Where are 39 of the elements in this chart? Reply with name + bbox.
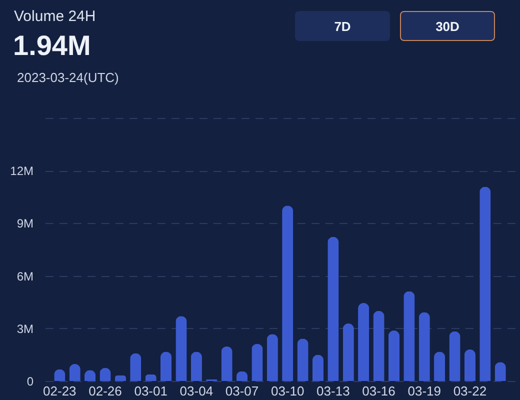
bar (297, 338, 308, 381)
bar (266, 334, 278, 381)
bar (221, 346, 232, 381)
bar (464, 349, 476, 381)
y-tick-label: 0 (26, 374, 34, 388)
y-tick-label: 12M (10, 164, 34, 178)
x-tick-label: 03-16 (362, 384, 396, 398)
chart-title: Volume 24H (14, 8, 96, 25)
x-tick-label: 02-26 (88, 384, 122, 398)
x-tick-label: 03-07 (225, 384, 259, 398)
x-tick-label: 03-10 (270, 384, 304, 398)
bar (404, 291, 415, 381)
x-tick-label: 03-13 (316, 384, 350, 398)
x-tick-label: 03-04 (180, 384, 214, 398)
bar (252, 344, 263, 381)
bar (418, 312, 430, 381)
x-tick-label: 03-19 (408, 384, 441, 398)
bar (358, 302, 370, 381)
bar (312, 354, 324, 381)
bar (434, 352, 446, 381)
chart-subtitle: 1.94M (13, 30, 91, 62)
text: 2023-03-24(UTC) (17, 70, 119, 85)
bar (449, 331, 460, 381)
x-tick-label: 03-22 (453, 384, 487, 398)
bar (130, 353, 142, 381)
y-tick-label: 6M (16, 269, 34, 284)
bar (160, 352, 172, 381)
bar (282, 206, 294, 381)
x-tick-label: 02-23 (43, 384, 76, 398)
y-tick-label: 3M (16, 322, 34, 336)
bar (388, 330, 400, 381)
bar (373, 310, 384, 381)
bar (480, 186, 491, 381)
x-tick-label: 03-01 (134, 384, 168, 398)
bar (342, 323, 354, 381)
bar (190, 352, 202, 381)
bar (176, 316, 187, 381)
bar (328, 236, 339, 381)
y-tick-label: 9M (16, 216, 34, 231)
